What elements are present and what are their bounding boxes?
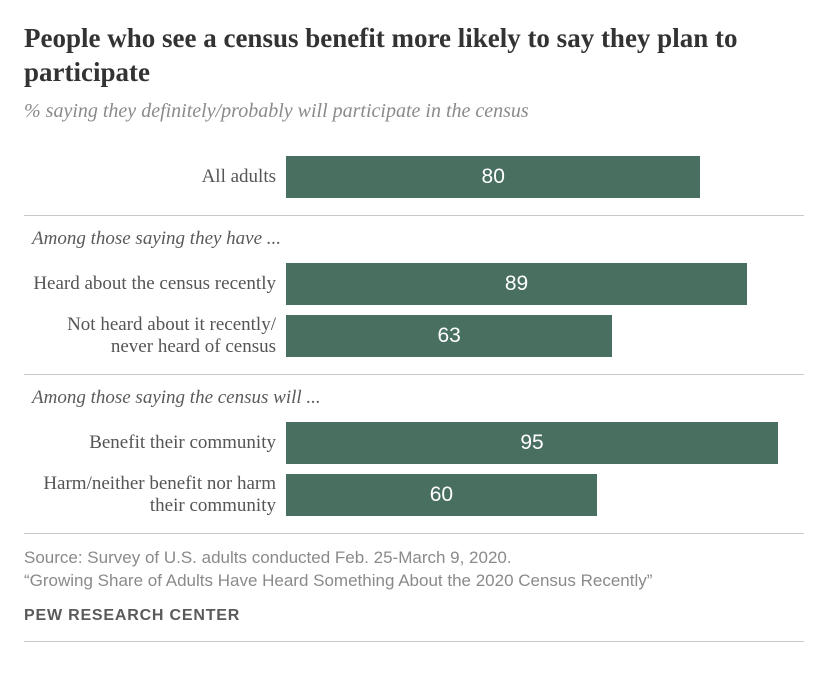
chart-subtitle: % saying they definitely/probably will p… [24, 100, 804, 123]
group-header: Among those saying they have ... [24, 224, 804, 256]
bar-track: 60 [286, 474, 804, 516]
bar-row: All adults 80 [24, 153, 804, 201]
chart-group: Among those saying they have ... Heard ab… [24, 216, 804, 375]
bar-value: 80 [482, 165, 505, 189]
bar-row: Benefit their community 95 [24, 419, 804, 467]
bar-label: Benefit their community [24, 432, 286, 454]
bar-track: 80 [286, 156, 804, 198]
chart-group: Among those saying the census will ... Be… [24, 375, 804, 534]
bar-track: 63 [286, 315, 804, 357]
chart-group: All adults 80 [24, 145, 804, 216]
bar-chart: All adults 80 Among those saying they have… [24, 145, 804, 534]
source-line-2: “Growing Share of Adults Have Heard Some… [24, 569, 804, 593]
bar: 95 [286, 422, 778, 464]
bar-value: 89 [505, 272, 528, 296]
bar-track: 89 [286, 263, 804, 305]
group-header: Among those saying the census will ... [24, 383, 804, 415]
bar: 89 [286, 263, 747, 305]
bar-row: Harm/neither benefit nor harm their comm… [24, 471, 804, 519]
source-line-1: Source: Survey of U.S. adults conducted … [24, 546, 804, 570]
bar: 63 [286, 315, 612, 357]
bar-row: Heard about the census recently 89 [24, 260, 804, 308]
bar-label: Heard about the census recently [24, 273, 286, 295]
bar-value: 63 [437, 324, 460, 348]
bar-value: 95 [520, 431, 543, 455]
bar-label: Harm/neither benefit nor harm their comm… [24, 473, 286, 517]
chart-title: People who see a census benefit more lik… [24, 22, 804, 90]
bar-label: Not heard about it recently/ never heard… [24, 314, 286, 358]
attribution: PEW RESEARCH CENTER [24, 607, 804, 625]
bar-label: All adults [24, 166, 286, 188]
bar-track: 95 [286, 422, 804, 464]
bar: 60 [286, 474, 597, 516]
bar-row: Not heard about it recently/ never heard… [24, 312, 804, 360]
chart-footer: Source: Survey of U.S. adults conducted … [24, 534, 804, 643]
bar-value: 60 [430, 483, 453, 507]
bar: 80 [286, 156, 700, 198]
